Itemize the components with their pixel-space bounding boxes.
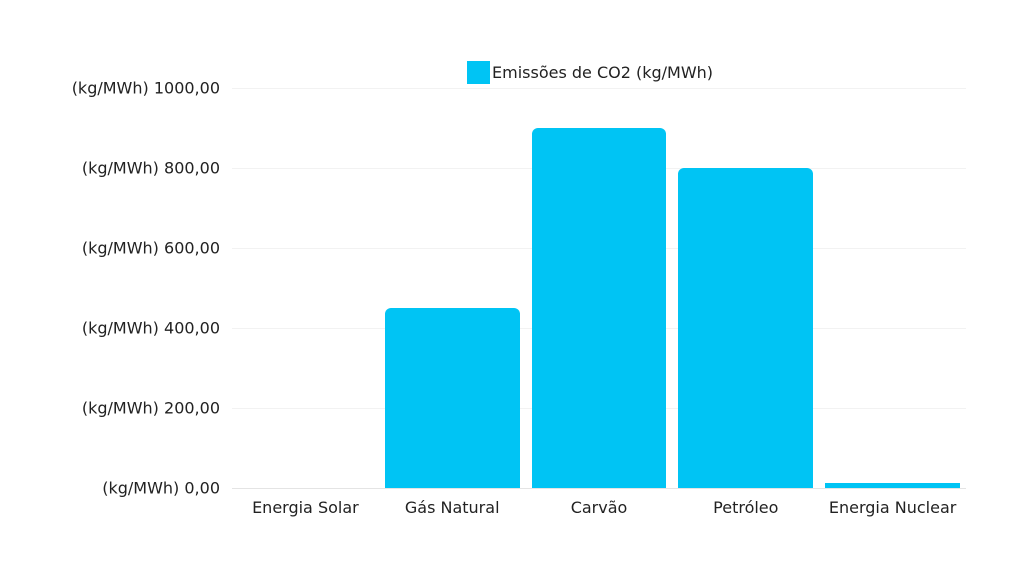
x-tick-label: Carvão xyxy=(570,498,628,517)
bar[interactable] xyxy=(678,168,814,488)
y-tick-label: (kg/MWh) 800,00 xyxy=(81,158,220,178)
chart-legend: Emissões de CO2 (kg/MWh) xyxy=(467,61,713,84)
y-tick-label: (kg/MWh) 200,00 xyxy=(81,398,220,418)
bar[interactable] xyxy=(825,483,960,488)
legend-label: Emissões de CO2 (kg/MWh) xyxy=(492,63,714,82)
bar[interactable] xyxy=(384,308,520,488)
y-tick-label: (kg/MWh) 600,00 xyxy=(81,238,220,258)
x-axis-baseline xyxy=(232,488,966,489)
y-tick-label: (kg/MWh) 1000,00 xyxy=(71,78,220,98)
legend-swatch xyxy=(467,61,490,84)
x-tick-label: Gás Natural xyxy=(404,498,500,517)
y-tick-label: (kg/MWh) 400,00 xyxy=(81,318,220,338)
bar[interactable] xyxy=(531,128,667,488)
x-tick-label: Petróleo xyxy=(713,498,779,517)
x-tick-label: Energia Solar xyxy=(252,498,359,517)
x-tick-label: Energia Nuclear xyxy=(828,498,957,517)
y-tick-label: (kg/MWh) 0,00 xyxy=(102,478,220,498)
gridline xyxy=(232,88,966,89)
plot-area xyxy=(232,88,966,489)
